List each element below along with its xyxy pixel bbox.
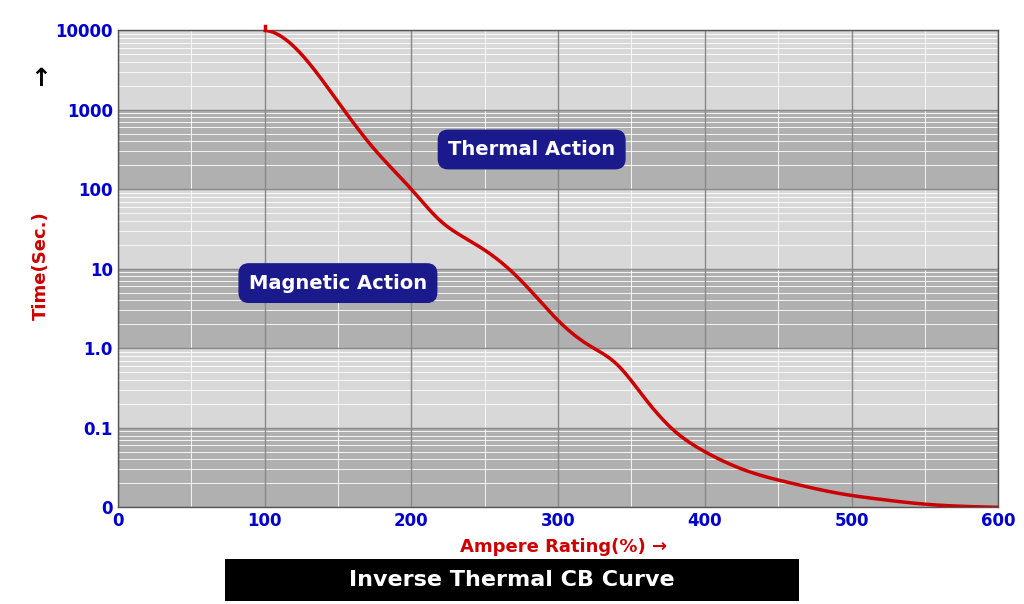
Text: Thermal Action: Thermal Action (449, 140, 615, 159)
Text: ↑: ↑ (31, 66, 51, 91)
Bar (118, 269, 998, 349)
Text: Time(Sec.): Time(Sec.) (32, 211, 50, 320)
Text: Ampere Rating(%) →: Ampere Rating(%) → (460, 538, 667, 556)
Bar (118, 110, 998, 189)
Text: Inverse Thermal CB Curve: Inverse Thermal CB Curve (349, 570, 675, 590)
Bar (118, 30, 998, 110)
Bar (118, 428, 998, 507)
Text: Magnetic Action: Magnetic Action (249, 274, 427, 292)
Bar (118, 189, 998, 269)
Bar (118, 349, 998, 428)
